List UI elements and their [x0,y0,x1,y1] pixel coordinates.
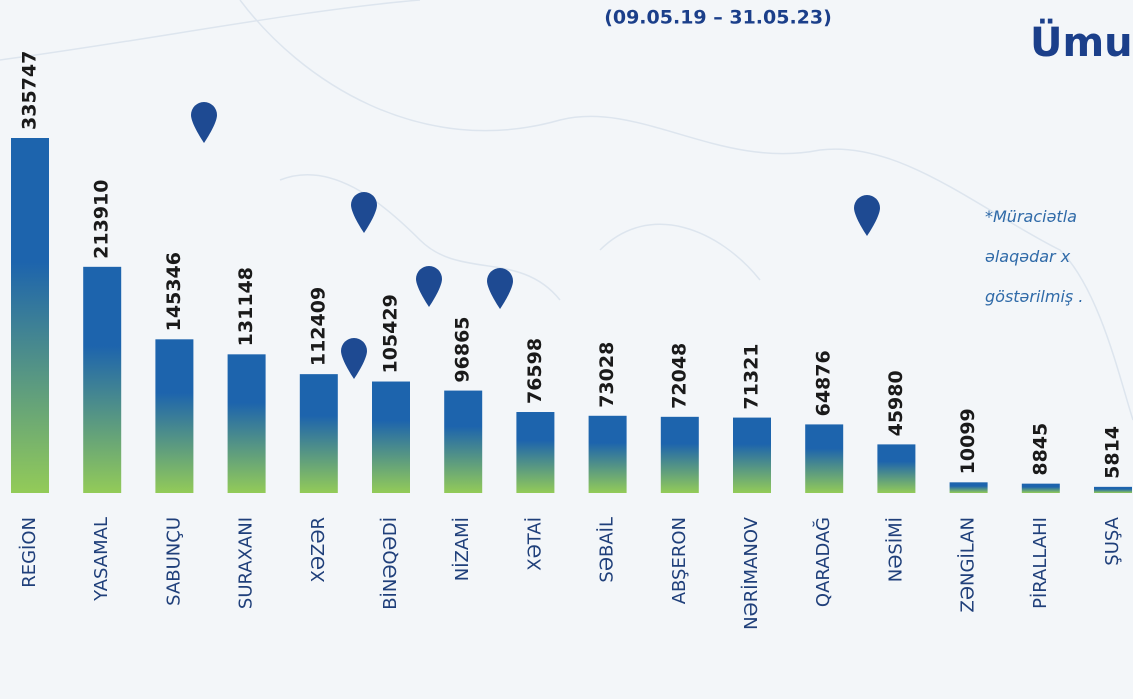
x-tick-label: SABUNÇU [163,517,184,606]
value-label: 112409 [307,287,329,366]
bar [299,374,338,493]
bar [227,354,266,493]
map [0,0,1133,421]
value-label: 10099 [957,408,979,474]
bar [1021,483,1060,493]
x-tick-label: NİZAMİ [452,517,473,581]
bar [588,415,627,493]
bar [805,424,844,493]
note-line: əlaqədar x [985,247,1071,266]
x-tick-label: XƏZƏR [308,517,329,583]
value-label: 5814 [1102,426,1124,479]
x-tick-label: ZƏNGİLAN [958,517,979,612]
value-label: 131148 [235,267,257,346]
value-label: 213910 [91,179,113,258]
x-tick-label: PİRALLAHI [1030,517,1051,609]
bar [372,381,410,493]
value-label: 105429 [380,294,402,373]
x-tick-label: SƏBAİL [597,517,618,583]
pins [191,102,880,379]
value-label: 72048 [668,343,690,409]
value-label: 145346 [163,252,185,331]
bar [444,390,483,493]
bar [516,412,555,493]
value-label: 71321 [741,343,763,409]
value-label: 73028 [596,342,618,408]
x-tick-label: ŞUŞA [1102,516,1123,565]
value-label: 64876 [813,350,835,416]
value-label: 45980 [885,370,907,436]
bar [877,444,916,493]
value-label: 8845 [1029,423,1051,476]
note-line: göstərilmiş . [985,287,1083,306]
x-tick-label: XƏTAİ [524,517,545,571]
bar [733,417,771,493]
x-tick-label: ABŞERON [669,517,690,604]
x-tick-label: SURAXANI [236,517,257,609]
x-tick-label: YASAMAL [91,517,112,602]
bar [83,266,122,493]
value-label: 96865 [452,316,474,382]
x-tick-label: QARADAĞ [812,517,834,607]
value-label: 335747 [19,51,41,130]
value-label: 76598 [524,338,546,404]
bar [1094,486,1132,493]
x-tick-label: NƏRİMANOV [741,516,762,630]
x-tick-label: REGİON [19,517,40,588]
bar [155,339,194,493]
x-tick-label: NƏSİMİ [885,517,906,582]
bar [949,482,988,493]
bar [660,416,699,493]
x-tick-label: BİNƏQƏDİ [380,517,401,610]
chart-title: Ümu [1030,18,1133,66]
bar [11,138,49,493]
subtitle: (09.05.19 – 31.05.23) [604,7,832,29]
note-line: *Müraciətla [985,207,1077,226]
